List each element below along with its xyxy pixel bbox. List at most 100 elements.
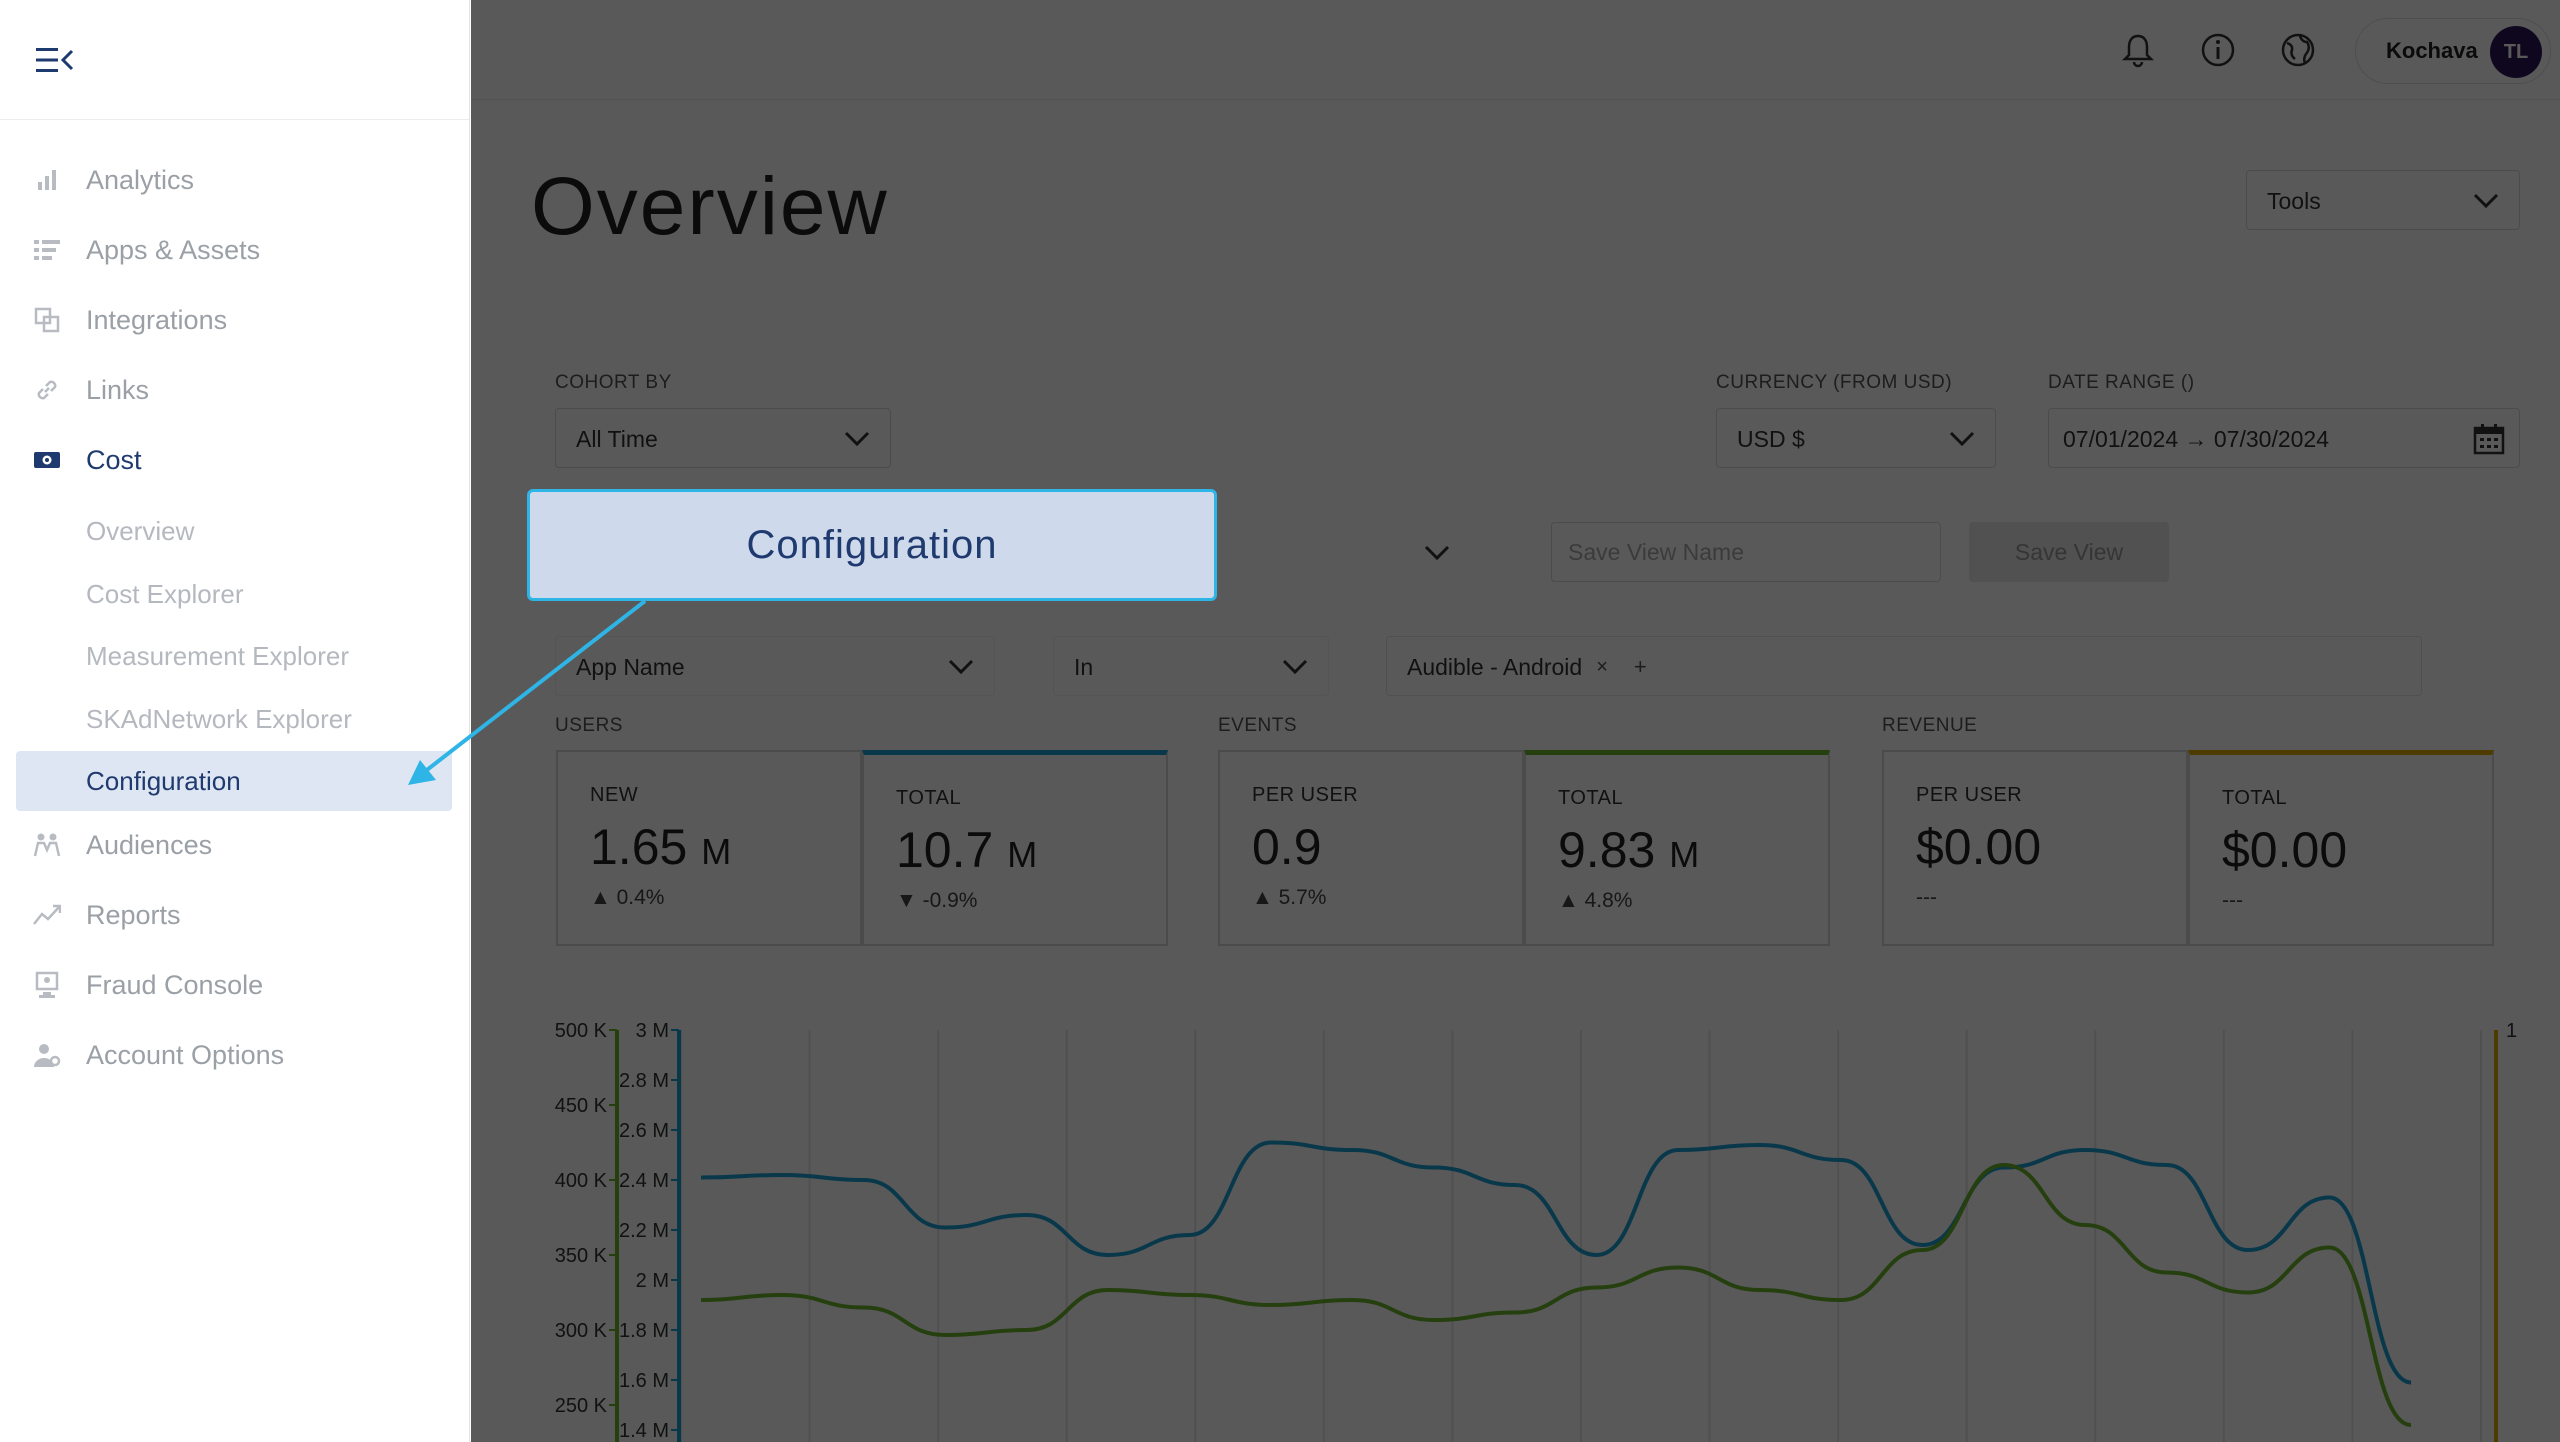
filter-field-select[interactable]: App Name	[555, 636, 995, 696]
metric-number: 0.9	[1252, 819, 1322, 875]
account-menu[interactable]: Kochava TL	[2355, 18, 2551, 84]
metric-card-total-users[interactable]: TOTAL 10.7 M ▼ -0.9%	[862, 750, 1168, 946]
revenue-label: REVENUE	[1882, 715, 1978, 736]
chevron-down-icon	[948, 659, 974, 675]
metric-delta: ▲ 4.8%	[1558, 889, 1633, 912]
bell-icon[interactable]	[2118, 30, 2158, 70]
metric-number: $0.00	[1916, 819, 2042, 875]
line-chart: 500 K 450 K 400 K 350 K 300 K 250 K 3 M 2.8 M 2.…	[555, 1020, 2517, 1442]
sidebar-subitem-measurement-explorer[interactable]: Measurement Explorer	[16, 626, 452, 686]
metric-card-new-users[interactable]: NEW 1.65 M ▲ 0.4%	[556, 750, 862, 946]
tools-dropdown[interactable]: Tools	[2246, 170, 2520, 230]
mid-axis-tick-label: 1.4 M	[619, 1420, 669, 1442]
calendar-icon[interactable]	[2473, 423, 2505, 455]
chevron-down-icon	[844, 431, 870, 447]
filter-chip: Audible - Android × +	[1407, 650, 1647, 684]
callout-label: Configuration	[746, 522, 998, 567]
metric-card-events-per-user[interactable]: PER USER 0.9 ▲ 5.7%	[1218, 750, 1524, 946]
chip-remove-icon[interactable]: ×	[1596, 655, 1608, 678]
mid-axis-tick-label: 2.6 M	[619, 1120, 669, 1142]
sidebar-subitem-cost-explorer[interactable]: Cost Explorer	[16, 564, 452, 624]
sidebar-item-fraud-console[interactable]: Fraud Console	[0, 955, 470, 1015]
sidebar-item-label: Integrations	[86, 304, 228, 335]
integrations-icon	[32, 305, 62, 335]
left-axis-tick-label: 450 K	[555, 1095, 608, 1117]
chevron-down-icon	[1949, 431, 1975, 447]
metric-title: TOTAL	[896, 787, 962, 809]
sidebar-subitem-configuration[interactable]: Configuration	[16, 751, 452, 811]
metric-unit: M	[701, 831, 732, 872]
metric-value: $0.00	[2222, 821, 2347, 879]
sidebar-item-label: Links	[86, 374, 150, 405]
metric-card-total-revenue[interactable]: TOTAL $0.00 ---	[2188, 750, 2494, 946]
sidebar-item-apps-assets[interactable]: Apps & Assets	[0, 220, 470, 280]
metric-unit: M	[1669, 834, 1700, 875]
metric-value: 0.9	[1252, 818, 1322, 876]
sidebar-item-account-options[interactable]: Account Options	[0, 1025, 470, 1085]
left-axis-tick-label: 500 K	[555, 1020, 608, 1042]
save-view-name-input[interactable]	[1551, 522, 1941, 582]
filter-field-value: App Name	[576, 654, 685, 680]
currency-select[interactable]: USD $	[1716, 408, 1996, 468]
metric-value: $0.00	[1916, 818, 2041, 876]
left-axis-tick-label: 300 K	[555, 1320, 608, 1342]
filter-operator-select[interactable]: In	[1053, 636, 1329, 696]
metric-value: 1.65 M	[590, 818, 731, 876]
money-icon	[32, 445, 62, 475]
avatar[interactable]: TL	[2490, 26, 2542, 78]
cohort-by-select[interactable]: All Time	[555, 408, 891, 468]
metric-title: PER USER	[1252, 784, 1359, 806]
sidebar-header	[0, 0, 469, 120]
save-view-button[interactable]: Save View	[1969, 522, 2169, 582]
metric-number: 9.83	[1558, 822, 1656, 878]
page-title: Overview	[531, 161, 889, 252]
series-line-0	[700, 1140, 2412, 1385]
link-icon	[32, 375, 62, 405]
info-icon[interactable]	[2198, 30, 2238, 70]
sidebar-item-cost[interactable]: Cost	[0, 430, 470, 490]
sidebar-item-reports[interactable]: Reports	[0, 885, 470, 945]
fraud-icon	[32, 970, 62, 1000]
metric-unit: M	[1007, 834, 1038, 875]
sidebar-subitem-skadnetwork-explorer[interactable]: SKAdNetwork Explorer	[16, 689, 452, 749]
sidebar-item-audiences[interactable]: Audiences	[0, 815, 470, 875]
callout-tooltip: Configuration	[527, 489, 1217, 601]
sidebar-item-integrations[interactable]: Integrations	[0, 290, 470, 350]
metric-number: 1.65	[590, 819, 688, 875]
globe-icon[interactable]	[2278, 30, 2318, 70]
metric-card-total-events[interactable]: TOTAL 9.83 M ▲ 4.8%	[1524, 750, 1830, 946]
metric-delta: ▲ 0.4%	[590, 886, 665, 909]
top-bar: Kochava TL	[471, 0, 2560, 100]
mid-axis-tick-label: 2.4 M	[619, 1170, 669, 1192]
metric-card-revenue-per-user[interactable]: PER USER $0.00 ---	[1882, 750, 2188, 946]
sidebar-item-label: Reports	[86, 899, 181, 930]
account-icon	[32, 1040, 62, 1070]
sidebar-item-analytics[interactable]: Analytics	[0, 150, 470, 210]
sidebar: Analytics Apps & Assets Integrations Lin…	[0, 0, 470, 1442]
sidebar-item-label: Apps & Assets	[86, 234, 261, 265]
sidebar-subitem-label: Configuration	[86, 765, 241, 796]
metric-delta: ▼ -0.9%	[896, 889, 978, 912]
sidebar-subitem-overview[interactable]: Overview	[16, 501, 452, 561]
chip-add-icon[interactable]: +	[1633, 654, 1647, 679]
sidebar-item-label: Cost	[86, 444, 142, 475]
account-name: Kochava	[2386, 38, 2478, 63]
mid-axis-tick-label: 1.8 M	[619, 1320, 669, 1342]
metric-title: TOTAL	[2222, 787, 2288, 809]
cohort-by-value: All Time	[576, 426, 658, 452]
reports-icon	[32, 900, 62, 930]
left-axis-tick-label: 250 K	[555, 1395, 608, 1417]
save-view-name-field[interactable]	[1552, 523, 1940, 581]
chevron-down-icon	[1282, 659, 1308, 675]
mid-axis-tick-label: 1.6 M	[619, 1370, 669, 1392]
sidebar-item-label: Account Options	[86, 1039, 285, 1070]
sidebar-subitem-label: Measurement Explorer	[86, 640, 349, 671]
sidebar-subitem-label: SKAdNetwork Explorer	[86, 703, 352, 734]
collapse-menu-icon[interactable]	[36, 46, 74, 74]
filter-values-input[interactable]: Audible - Android × +	[1386, 636, 2422, 696]
filter-operator-value: In	[1074, 654, 1094, 680]
sidebar-item-links[interactable]: Links	[0, 360, 470, 420]
main-content: Kochava TL Overview Tools COHORT BY All …	[471, 0, 2560, 1442]
date-range-picker[interactable]: 07/01/2024 → 07/30/2024	[2048, 408, 2520, 468]
date-range-value: 07/01/2024 → 07/30/2024	[2063, 426, 2330, 452]
